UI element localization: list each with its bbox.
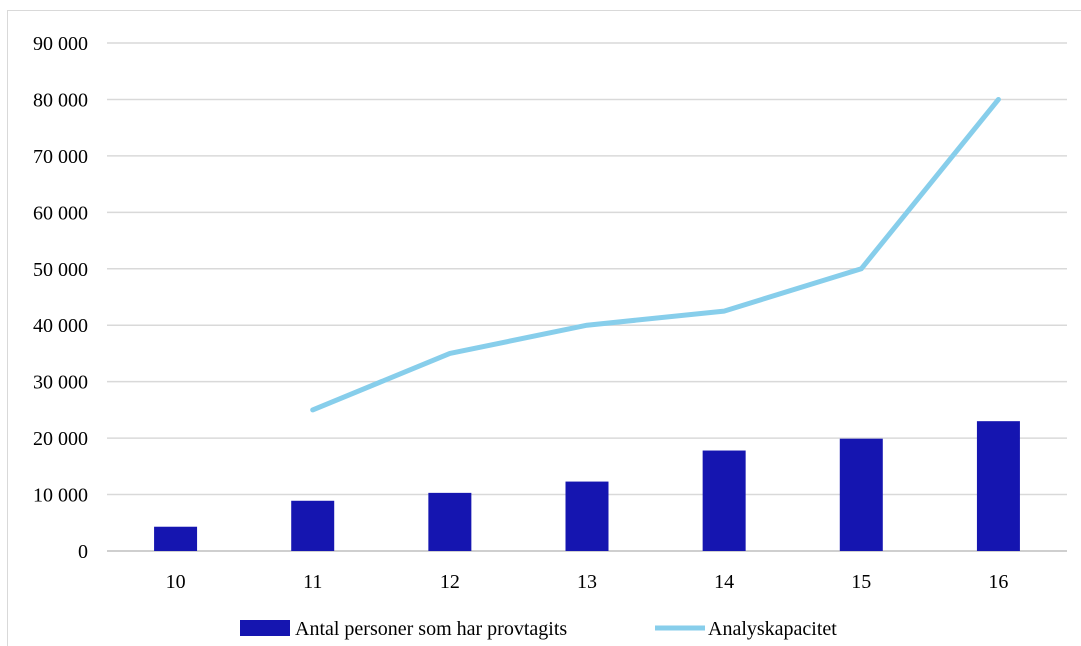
y-tick-label: 90 000 <box>33 33 88 55</box>
x-axis-ticks: 10 11 12 13 14 15 16 <box>166 571 1009 593</box>
y-axis-ticks: 0 10 000 20 000 30 000 40 000 50 000 60 000 70 … <box>33 33 88 563</box>
bar <box>154 526 198 551</box>
y-tick-label: 30 000 <box>33 372 88 394</box>
bar <box>839 438 883 551</box>
x-tick-label: 14 <box>714 571 734 593</box>
y-tick-label: 10 000 <box>33 485 88 507</box>
gridlines <box>107 42 1067 552</box>
bar-series <box>154 421 1020 551</box>
legend: Antal personer som har provtagits Analys… <box>240 618 837 640</box>
x-tick-label: 15 <box>851 571 871 593</box>
bar <box>428 492 472 551</box>
legend-swatch-bar <box>240 620 290 636</box>
y-tick-label: 80 000 <box>33 89 88 111</box>
bar <box>976 421 1020 551</box>
bar <box>702 450 746 551</box>
series-line <box>310 96 1001 413</box>
y-tick-label: 20 000 <box>33 428 88 450</box>
bar <box>291 500 335 551</box>
bar <box>565 481 609 551</box>
y-tick-label: 60 000 <box>33 202 88 224</box>
x-tick-label: 11 <box>303 571 322 593</box>
y-tick-label: 50 000 <box>33 259 88 281</box>
legend-label-line: Analyskapacitet <box>708 618 837 640</box>
y-tick-label: 70 000 <box>33 146 88 168</box>
x-tick-label: 12 <box>440 571 460 593</box>
x-tick-label: 16 <box>988 571 1008 593</box>
chart-frame <box>7 10 1081 646</box>
line-series <box>310 96 1001 413</box>
y-tick-label: 40 000 <box>33 315 88 337</box>
y-tick-label: 0 <box>78 541 88 563</box>
x-tick-label: 10 <box>166 571 186 593</box>
x-tick-label: 13 <box>577 571 597 593</box>
legend-label-bar: Antal personer som har provtagits <box>295 618 567 640</box>
